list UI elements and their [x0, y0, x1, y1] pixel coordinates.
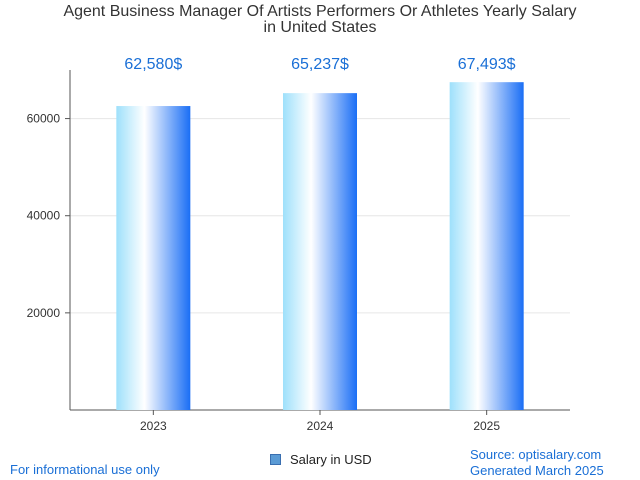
bar-2025	[449, 82, 524, 411]
x-tick-label-2025: 2025	[473, 419, 500, 433]
chart-title-line-2: in United States	[263, 19, 377, 36]
generated-date: Generated March 2025	[470, 463, 604, 478]
value-label-2025: 67,493$	[458, 56, 516, 73]
disclaimer-text: For informational use only	[10, 462, 160, 477]
value-label-2024: 65,237$	[291, 56, 349, 73]
legend-label-salary: Salary in USD	[290, 452, 372, 467]
x-tick-label-2024: 2024	[307, 419, 334, 433]
legend[interactable]: Salary in USD	[270, 452, 372, 467]
chart-title: Agent Business Manager Of Artists Perfor…	[0, 4, 640, 36]
y-tick-label: 60000	[27, 112, 61, 126]
bar-2024	[283, 93, 357, 410]
chart-title-line-1: Agent Business Manager Of Artists Perfor…	[63, 3, 577, 20]
x-tick-label-2023: 2023	[140, 419, 167, 433]
legend-swatch-salary	[270, 454, 281, 465]
source-link[interactable]: Source: optisalary.com	[470, 447, 602, 462]
source-block: Source: optisalary.com Generated March 2…	[470, 447, 604, 479]
y-tick-label: 40000	[27, 209, 61, 223]
value-label-2023: 62,580$	[124, 56, 182, 73]
y-tick-label: 20000	[27, 306, 61, 320]
bar-2023	[116, 106, 191, 410]
